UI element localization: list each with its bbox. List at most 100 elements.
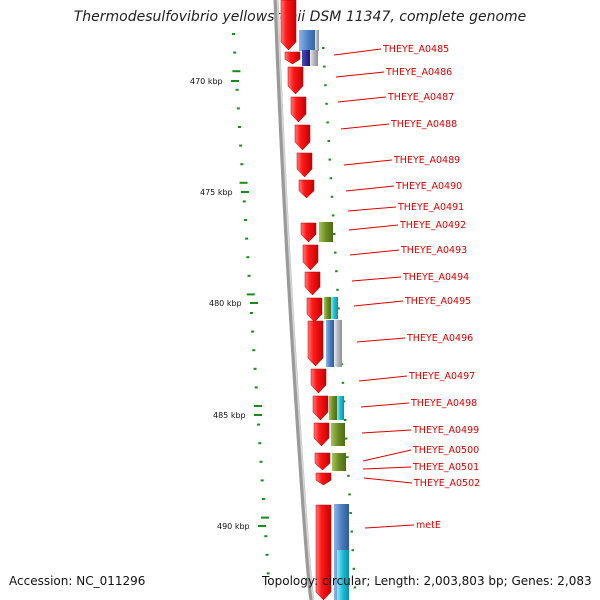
gene-track [280,0,332,600]
minor-tick [264,535,268,538]
minor-tick [344,437,348,440]
minor-tick [243,219,247,221]
label-connector [362,466,412,470]
minor-tick [233,51,237,54]
gene-arrow [307,320,324,367]
ruler-label: 470 kbp [190,77,223,86]
label-connectors [333,48,415,529]
gene-label[interactable]: THEYE_A0488 [390,119,457,130]
minor-tick [325,102,328,105]
gene-label[interactable]: THEYE_A0493 [400,245,467,256]
label-connector [343,159,393,166]
gene-arrow [302,244,319,271]
label-connector [347,206,397,212]
minor-tick [348,493,351,496]
gene-arrow [296,152,313,178]
minor-tick [240,163,244,166]
minor-tick [254,386,258,389]
major-tick [239,181,248,184]
feature-block [310,50,318,66]
label-connector [348,224,399,231]
gene-label[interactable]: THEYE_A0498 [410,398,477,409]
label-connector [360,402,410,408]
major-tick [258,525,266,527]
minor-tick [326,121,329,124]
gene-arrow [284,51,301,65]
label-connector [362,449,412,462]
gene-arrow [313,422,330,447]
gene-label[interactable]: THEYE_A0489 [393,155,460,166]
gene-label[interactable]: THEYE_A0500 [412,445,479,456]
minor-tick [257,423,261,426]
label-connector [364,524,415,529]
minor-tick [346,456,349,459]
ruler-labels: 470 kbp 475 kbp 480 kbp 485 kbp 490 kbp [190,77,266,531]
ruler-label: 480 kbp [209,299,242,308]
feature-block [329,396,337,420]
minor-tick [335,270,338,273]
label-connector [333,48,382,56]
label-connector [356,337,406,343]
minor-tick [352,567,356,570]
gene-label[interactable]: THEYE_A0486 [385,67,452,78]
feature-block [319,222,333,242]
minor-tick [265,553,269,556]
major-tick [232,70,241,73]
gene-label[interactable]: THEYE_A0495 [404,296,471,307]
major-tick [241,191,249,193]
feature-block [331,423,345,446]
feature-block [299,30,318,51]
minor-tick [336,288,339,291]
gene-arrow [280,0,297,51]
minor-tick [252,349,256,352]
gene-arrow [310,368,327,394]
feature-block [331,297,338,319]
minor-tick [330,195,334,198]
accession-label: Accession: NC_011296 [9,574,146,588]
ruler-label: 475 kbp [200,188,233,197]
gene-label[interactable]: THEYE_A0491 [397,202,464,213]
genome-backbone [273,0,315,600]
label-connector [358,375,408,382]
major-tick [250,302,258,304]
feature-block [337,396,344,420]
gene-label[interactable]: metE [416,520,441,531]
minor-tick [324,84,327,87]
gene-label[interactable]: THEYE_A0497 [408,371,475,382]
feature-block [326,320,334,367]
map-title: Thermodesulfovibrio yellowstonii DSM 113… [73,9,527,25]
gene-label[interactable]: THEYE_A0490 [395,181,462,192]
feature-block [337,550,349,600]
gene-label[interactable]: THEYE_A0494 [402,272,469,283]
gene-label[interactable]: THEYE_A0485 [382,44,449,55]
minor-tick [328,158,332,161]
gene-label[interactable]: THEYE_A0502 [413,478,480,489]
minor-tick [245,237,249,240]
major-tick [231,80,239,82]
minor-tick [246,256,250,259]
minor-tick [249,312,253,314]
gene-label[interactable]: THEYE_A0496 [406,333,473,344]
label-connector [345,185,395,192]
gene-arrow [315,504,332,600]
gene-arrow [287,66,304,95]
gene-label[interactable]: THEYE_A0492 [399,220,466,231]
label-connector [361,429,412,434]
feature-block [315,30,319,51]
minor-tick [350,530,353,533]
minor-tick [343,419,347,421]
minor-tick [331,214,335,217]
minor-tick [258,442,262,445]
minor-tick [242,200,246,203]
ruler-label: 490 kbp [217,522,250,531]
topology-label: Topology: circular; Length: 2,003,803 bp… [262,574,592,588]
genome-backbone-highlight [276,0,315,600]
gene-label[interactable]: THEYE_A0487 [387,92,454,103]
gene-label[interactable]: THEYE_A0501 [412,462,479,473]
minor-tick [259,460,263,463]
minor-tick [327,140,330,142]
minor-tick [342,400,346,403]
gene-label[interactable]: THEYE_A0499 [412,425,479,436]
minor-tick [337,307,340,310]
